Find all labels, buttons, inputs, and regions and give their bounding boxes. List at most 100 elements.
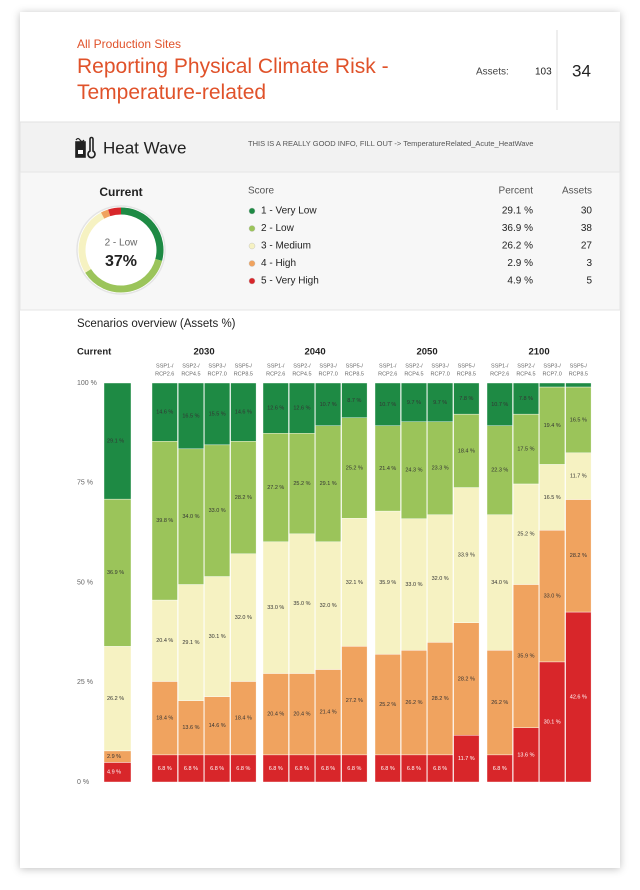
scenario-label: RCP2.6 (266, 371, 285, 377)
bar-segment (486, 650, 513, 756)
value-label: 11.7 % (570, 474, 587, 480)
bar-segment (103, 382, 132, 500)
scenario-label: SSP2-/ (517, 363, 535, 369)
value-label: 34.0 % (182, 514, 199, 520)
value-label: 6.8 % (295, 766, 309, 772)
value-label: 6.8 % (269, 766, 283, 772)
bar-segment (453, 735, 480, 783)
value-label: 12.6 % (293, 406, 310, 412)
donut-label: 2 - Low (105, 238, 139, 249)
value-label: 33.0 % (405, 582, 422, 588)
value-label: 42.6 % (570, 694, 587, 700)
value-label: 6.8 % (347, 766, 361, 772)
value-label: 6.8 % (184, 766, 198, 772)
donut-segment (85, 258, 163, 293)
value-label: 30.1 % (209, 634, 226, 640)
donut-segment (78, 212, 105, 273)
bar-segment (177, 448, 204, 585)
bar-segment (341, 646, 368, 756)
value-label: 19.4 % (544, 423, 561, 429)
value-label: 18.4 % (235, 716, 252, 722)
value-label: 18.4 % (156, 716, 173, 722)
bar-segment (289, 433, 315, 535)
bar-segment (341, 518, 368, 647)
scenario-label: SSP3-/ (208, 363, 226, 369)
bar-segment (565, 611, 592, 783)
score-label: 4 - High (261, 258, 296, 269)
value-label: 14.6 % (235, 410, 252, 416)
subtitle: All Production Sites (77, 37, 181, 51)
scenario-label: SSP3-/ (431, 363, 449, 369)
score-assets: 30 (581, 206, 593, 217)
value-label: 33.9 % (458, 553, 475, 559)
hazard-band (19, 121, 621, 173)
bar-segment (204, 696, 231, 756)
score-assets: 38 (581, 223, 593, 234)
bar-segment (151, 441, 178, 601)
value-label: 26.2 % (405, 700, 422, 706)
scenario-label: RCP4.5 (292, 371, 311, 377)
bar-segment (401, 754, 427, 783)
value-label: 29.1 % (320, 481, 337, 487)
bar-segment (427, 754, 454, 783)
value-label: 2.9 % (107, 754, 121, 760)
scenario-label: RCP8.5 (345, 371, 364, 377)
value-label: 10.7 % (320, 402, 337, 408)
value-label: 10.7 % (491, 402, 508, 408)
scenario-label: SSP2-/ (405, 363, 423, 369)
value-label: 14.6 % (156, 410, 173, 416)
scenario-label: RCP8.5 (569, 371, 588, 377)
scenario-label: SSP5-/ (235, 363, 253, 369)
bar-segment (230, 754, 257, 783)
value-label: 32.0 % (320, 603, 337, 609)
bar-segment (453, 382, 480, 415)
score-label: 3 - Medium (261, 241, 311, 252)
assets-total: 103 (535, 67, 552, 78)
group-label: 2050 (416, 347, 437, 358)
score-label: 5 - Very High (261, 276, 319, 287)
group-label: 2040 (304, 347, 325, 358)
value-label: 34.0 % (491, 580, 508, 586)
value-label: 26.2 % (107, 696, 124, 702)
bar-segment (151, 754, 178, 783)
scenario-label: SSP3-/ (543, 363, 561, 369)
value-label: 8.7 % (347, 398, 361, 404)
scenario-label: RCP8.5 (234, 371, 253, 377)
value-label: 7.8 % (519, 396, 533, 402)
bar-segment (315, 425, 342, 543)
scenario-label: RCP4.5 (181, 371, 200, 377)
value-label: 29.1 % (107, 439, 124, 445)
value-label: 20.4 % (293, 712, 310, 718)
bar-segment (374, 382, 401, 426)
bar-segment (374, 425, 401, 512)
score-percent: 2.9 % (507, 258, 533, 269)
score-dot (248, 242, 256, 250)
bar-segment (513, 727, 539, 783)
score-assets: 5 (586, 276, 592, 287)
value-label: 6.8 % (158, 766, 172, 772)
bar-segment (177, 700, 204, 756)
group-label: 2030 (193, 347, 214, 358)
value-label: 29.1 % (182, 640, 199, 646)
count: 34 (572, 61, 591, 80)
value-label: 20.4 % (156, 638, 173, 644)
bar-segment (103, 498, 132, 647)
value-label: 33.0 % (544, 594, 561, 600)
bar-segment (401, 382, 427, 422)
value-label: 36.9 % (107, 570, 124, 576)
value-label: 21.4 % (379, 466, 396, 472)
value-label: 15.5 % (209, 411, 226, 417)
bar-segment (204, 382, 231, 446)
bar-segment (374, 654, 401, 756)
scenario-label: RCP7.0 (208, 371, 227, 377)
scenario-label: RCP7.0 (543, 371, 562, 377)
bar-segment (177, 584, 204, 701)
score-percent: 29.1 % (502, 206, 533, 217)
value-label: 28.2 % (432, 696, 449, 702)
score-percent: 4.9 % (507, 276, 533, 287)
score-assets: 3 (586, 258, 592, 269)
bar-segment (151, 681, 178, 756)
scenario-label: SSP5-/ (458, 363, 476, 369)
scenario-label: SSP2-/ (293, 363, 311, 369)
